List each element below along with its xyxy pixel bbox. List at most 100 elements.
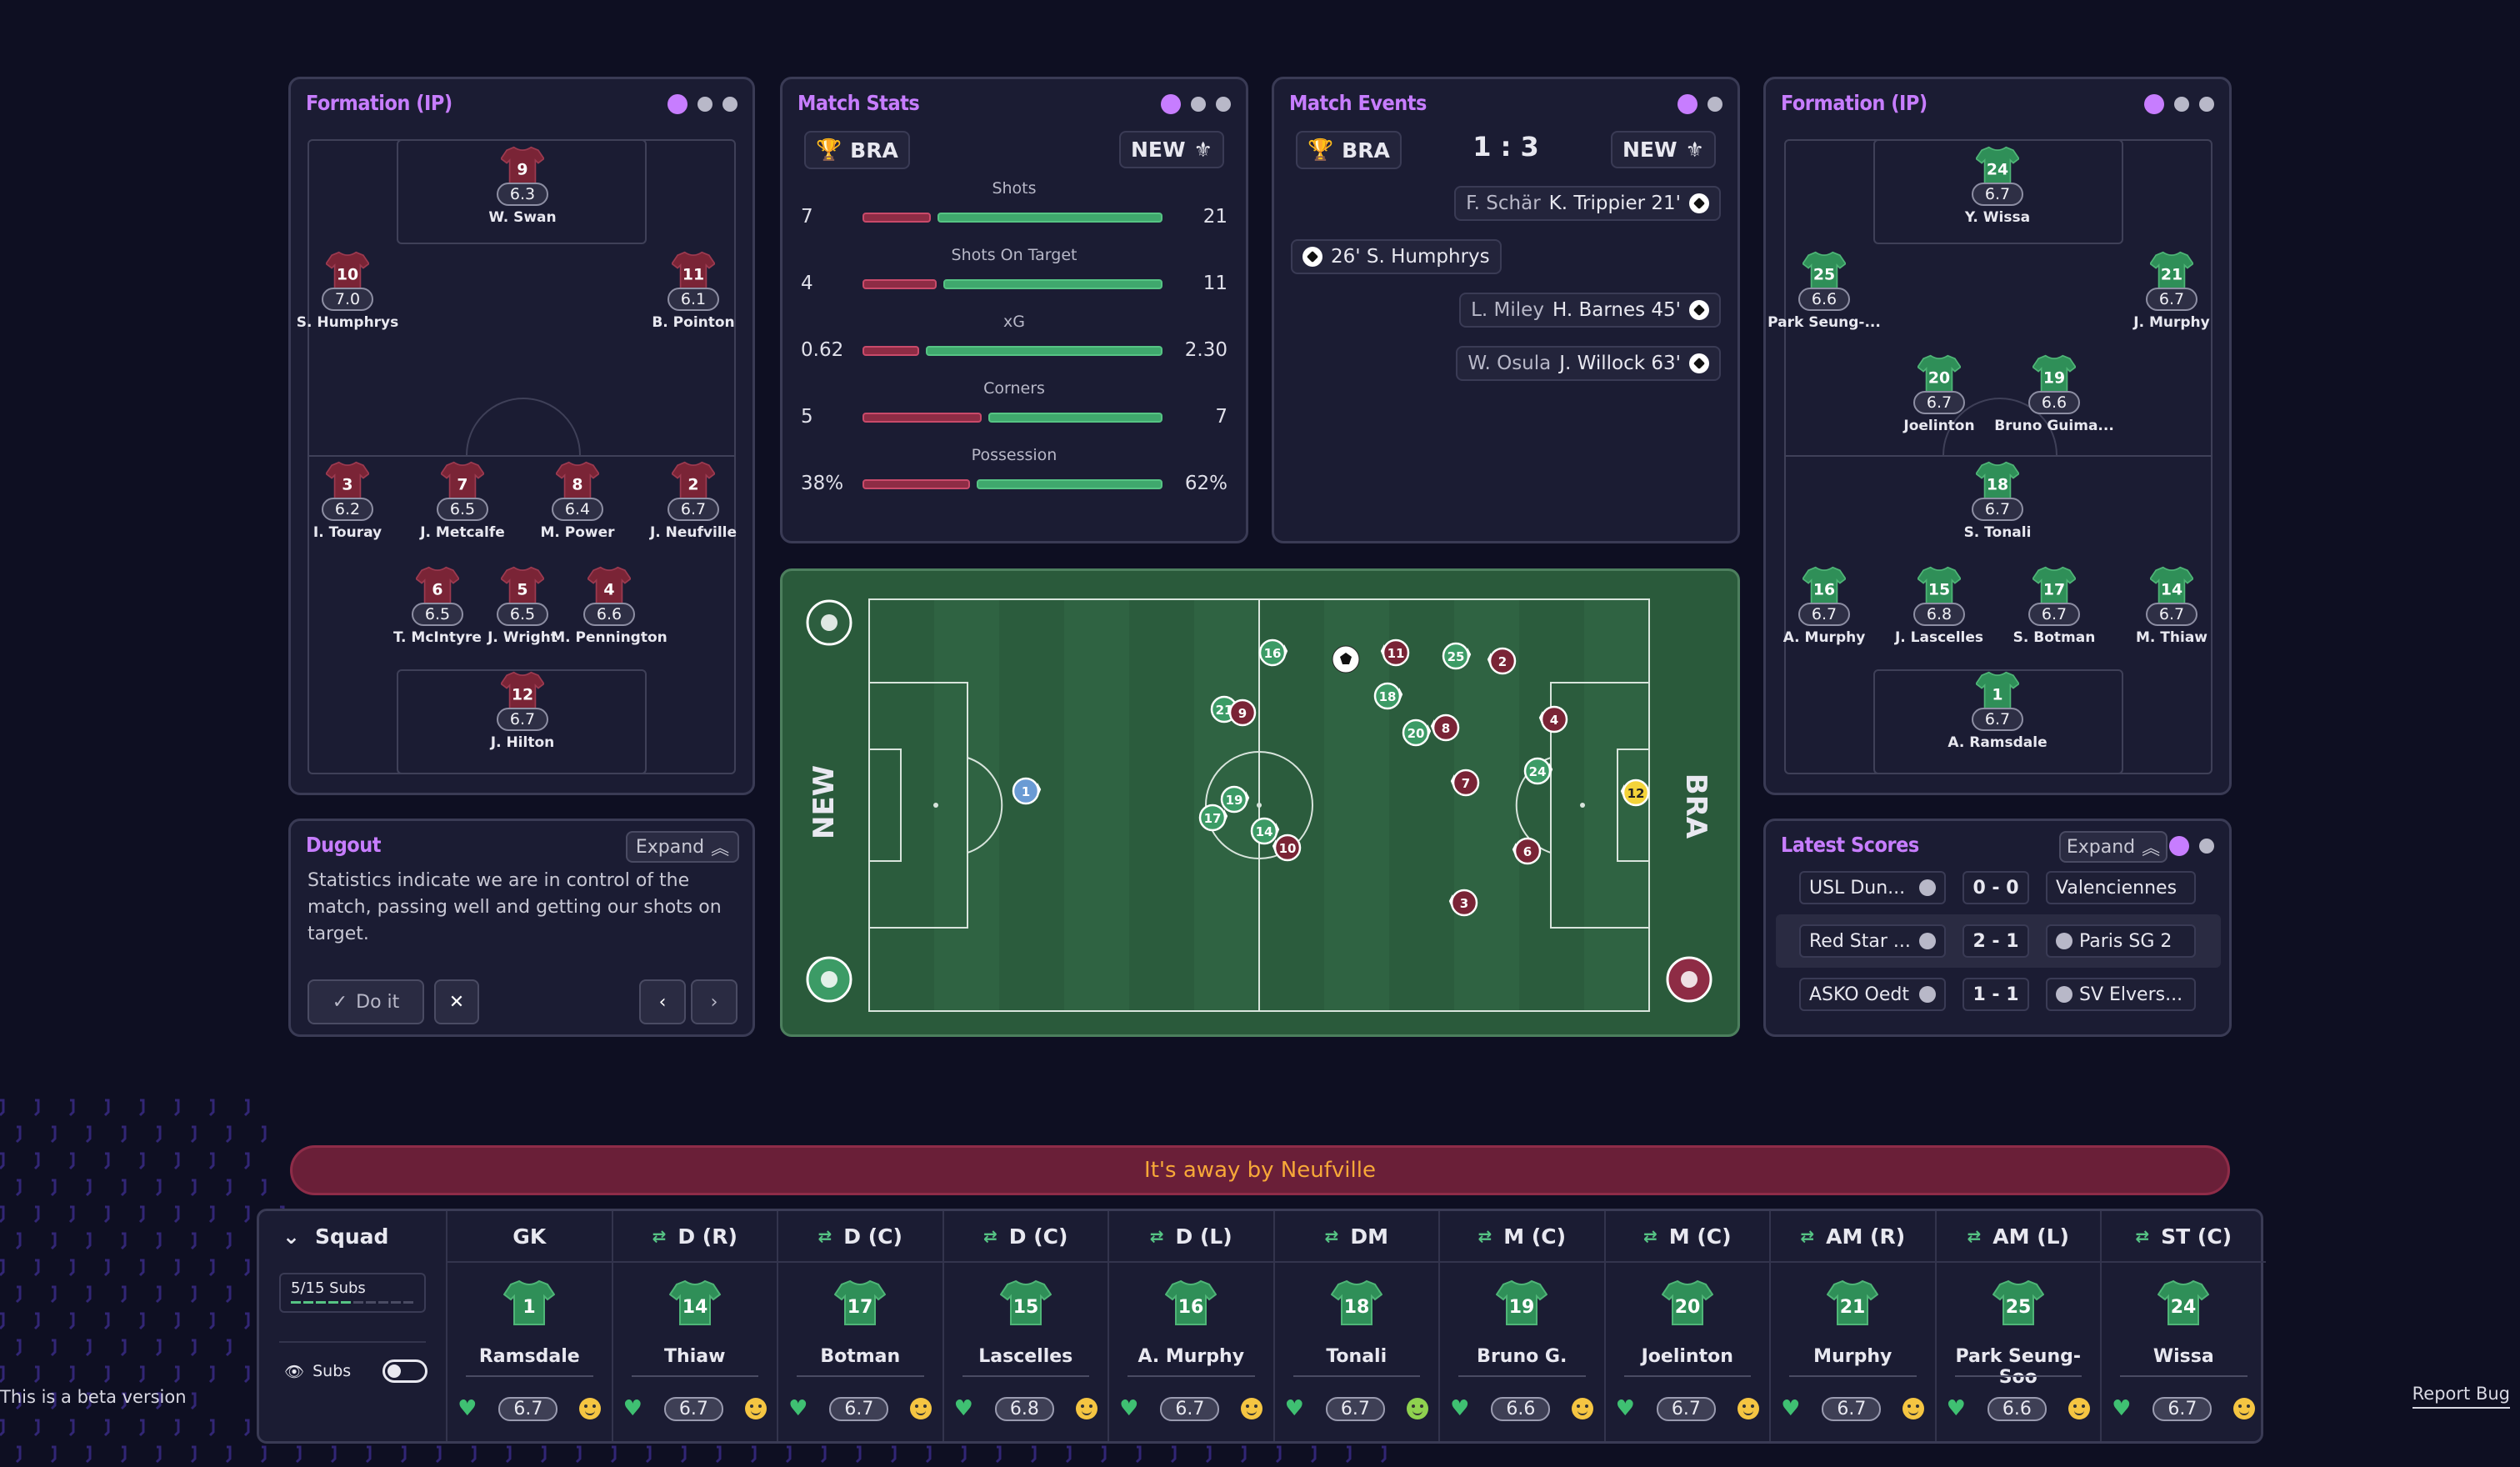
green-player-marker[interactable]: 20	[1402, 718, 1432, 747]
red-player-marker[interactable]: 4	[1538, 705, 1568, 734]
score-home-team[interactable]: USL Dun...	[1799, 871, 1946, 904]
player-token[interactable]: 15 6.8 J. Lascelles	[1856, 566, 2022, 646]
player-token[interactable]: 25 6.6 Park Seung-...	[1741, 251, 1908, 331]
swap-arrows-icon[interactable]: ⇄	[1149, 1226, 1164, 1246]
squad-slot[interactable]: ⇄ D (L) 16 A. Murphy ♥ 6.7	[1108, 1211, 1273, 1441]
toggle-dot-icon[interactable]	[2144, 94, 2164, 114]
player-token[interactable]: 11 6.1 B. Pointon	[610, 251, 777, 331]
pitch-svg: 16 21 18 25 20 24 19 17 14 1 11 2 9	[806, 598, 1712, 1012]
player-token[interactable]: 20 6.7 Joelinton	[1856, 354, 2022, 434]
swap-arrows-icon[interactable]: ⇄	[652, 1226, 667, 1246]
dot-icon[interactable]	[1708, 97, 1722, 112]
swap-arrows-icon[interactable]: ⇄	[2135, 1226, 2150, 1246]
squad-slot[interactable]: ⇄ AM (L) 25 Park Seung-Soo ♥ 6.6	[1934, 1211, 2100, 1441]
player-token[interactable]: 4 6.6 M. Pennington	[526, 566, 692, 646]
player-token[interactable]: 14 6.7 M. Thiaw	[2088, 566, 2255, 646]
squad-slot[interactable]: ⇄ ST (C) 24 Wissa ♥ 6.7	[2100, 1211, 2266, 1441]
shirt-badge-icon[interactable]	[806, 956, 852, 1003]
red-player-marker[interactable]: 11	[1380, 638, 1410, 667]
player-token[interactable]: 6 6.5 T. McIntyre	[354, 566, 521, 646]
score-away-team[interactable]: Paris SG 2	[2046, 924, 2196, 958]
player-token[interactable]: 12 6.7 J. Hilton	[439, 671, 606, 751]
report-bug-link[interactable]: Report Bug	[2412, 1384, 2510, 1409]
player-token[interactable]: 19 6.6 Bruno Guima...	[1971, 354, 2138, 434]
red-player-marker[interactable]: 7	[1450, 769, 1480, 797]
score-home-team[interactable]: ASKO Oedt	[1799, 978, 1946, 1011]
green-player-marker[interactable]: 17	[1198, 804, 1228, 832]
chevron-up-icon: ︽	[2142, 839, 2161, 859]
do-it-button[interactable]: ✓ Do it	[308, 979, 424, 1024]
dot-icon[interactable]	[698, 97, 712, 112]
previous-button[interactable]: ‹	[639, 979, 686, 1024]
dot-icon[interactable]	[2199, 839, 2214, 854]
green-player-marker[interactable]: 16	[1258, 638, 1288, 667]
swap-arrows-icon[interactable]: ⇄	[1324, 1226, 1339, 1246]
swap-arrows-icon[interactable]: ⇄	[983, 1226, 998, 1246]
green-player-marker[interactable]: 24	[1523, 757, 1553, 785]
dot-icon[interactable]	[1216, 97, 1231, 112]
swap-arrows-icon[interactable]: ⇄	[1642, 1226, 1658, 1246]
green-player-marker[interactable]: 1	[1012, 777, 1042, 805]
panel-controls	[2169, 836, 2214, 856]
dot-icon[interactable]	[2199, 97, 2214, 112]
player-token[interactable]: 8 6.4 M. Power	[494, 461, 661, 541]
swap-arrows-icon[interactable]: ⇄	[818, 1226, 832, 1246]
green-player-marker[interactable]: 19	[1220, 785, 1250, 814]
expand-button[interactable]: Expand ︽	[2059, 831, 2168, 863]
green-player-marker[interactable]: 25	[1442, 642, 1472, 670]
squad-slot[interactable]: ⇄ D (C) 15 Lascelles ♥ 6.8	[942, 1211, 1108, 1441]
home-team-name: BRA	[850, 138, 898, 163]
score-home-team[interactable]: Red Star ...	[1799, 924, 1946, 958]
player-token[interactable]: 1 6.7 A. Ramsdale	[1914, 671, 2081, 751]
green-player-marker[interactable]: 14	[1250, 817, 1280, 845]
player-token[interactable]: 3 6.2 I. Touray	[264, 461, 431, 541]
squad-toggle[interactable]: ⌄ Squad	[282, 1224, 388, 1249]
score-away-team[interactable]: Valenciennes	[2046, 871, 2196, 904]
player-token[interactable]: 2 6.7 J. Neufville	[610, 461, 777, 541]
next-button[interactable]: ›	[691, 979, 738, 1024]
player-token[interactable]: 10 7.0 S. Humphrys	[264, 251, 431, 331]
green-player-marker[interactable]: 18	[1373, 682, 1403, 710]
red-player-marker[interactable]: 2	[1487, 647, 1517, 675]
dot-icon[interactable]	[722, 97, 738, 112]
squad-slot[interactable]: GK 1 Ramsdale ♥ 6.7	[446, 1211, 612, 1441]
squad-slot[interactable]: ⇄ M (C) 20 Joelinton ♥ 6.7	[1603, 1211, 1769, 1441]
red-player-marker[interactable]: 8	[1430, 713, 1460, 742]
dot-icon[interactable]	[1191, 97, 1206, 112]
toggle-dot-icon[interactable]	[1678, 94, 1698, 114]
player-token[interactable]: 18 6.7 S. Tonali	[1914, 461, 2081, 541]
keeper-marker[interactable]: 12	[1620, 779, 1650, 807]
squad-slot[interactable]: ⇄ AM (R) 21 Murphy ♥ 6.7	[1769, 1211, 1935, 1441]
magpie-crest-icon[interactable]	[806, 599, 852, 646]
swap-arrows-icon[interactable]: ⇄	[1967, 1226, 1982, 1246]
player-token[interactable]: 17 6.7 S. Botman	[1971, 566, 2138, 646]
red-player-marker[interactable]: 3	[1448, 889, 1478, 917]
red-player-marker[interactable]: 9	[1227, 698, 1257, 727]
player-token[interactable]: 21 6.7 J. Murphy	[2088, 251, 2255, 331]
squad-slot[interactable]: ⇄ D (C) 17 Botman ♥ 6.7	[777, 1211, 942, 1441]
ball-icon	[1302, 247, 1322, 267]
player-token[interactable]: 16 6.7 A. Murphy	[1741, 566, 1908, 646]
red-player-marker[interactable]: 10	[1272, 834, 1302, 862]
toggle-dot-icon[interactable]	[668, 94, 688, 114]
player-token[interactable]: 5 6.5 J. Wright	[439, 566, 606, 646]
score-away-team[interactable]: SV Elvers...	[2046, 978, 2196, 1011]
swap-arrows-icon[interactable]: ⇄	[1478, 1226, 1492, 1246]
squad-slot[interactable]: ⇄ M (C) 19 Bruno G. ♥ 6.6	[1438, 1211, 1604, 1441]
player-token[interactable]: 7 6.5 J. Metcalfe	[379, 461, 546, 541]
toggle-dot-icon[interactable]	[1161, 94, 1181, 114]
swap-arrows-icon[interactable]: ⇄	[1800, 1226, 1815, 1246]
subs-switch[interactable]	[382, 1359, 428, 1383]
dot-icon[interactable]	[2174, 97, 2189, 112]
shirt-badge-icon[interactable]	[1666, 956, 1712, 1003]
player-name: J. Lascelles	[1894, 629, 1984, 646]
toggle-dot-icon[interactable]	[2169, 836, 2189, 856]
player-token[interactable]: 24 6.7 Y. Wissa	[1914, 146, 2081, 226]
squad-slot[interactable]: ⇄ DM 18 Tonali ♥ 6.7	[1272, 1211, 1438, 1441]
red-player-marker[interactable]: 6	[1512, 837, 1542, 865]
player-token[interactable]: 9 6.3 W. Swan	[439, 146, 606, 226]
panel-title: Match Events	[1289, 91, 1427, 115]
dismiss-button[interactable]: ✕	[434, 979, 479, 1024]
expand-button[interactable]: Expand ︽	[626, 831, 739, 863]
squad-slot[interactable]: ⇄ D (R) 14 Thiaw ♥ 6.7	[611, 1211, 777, 1441]
